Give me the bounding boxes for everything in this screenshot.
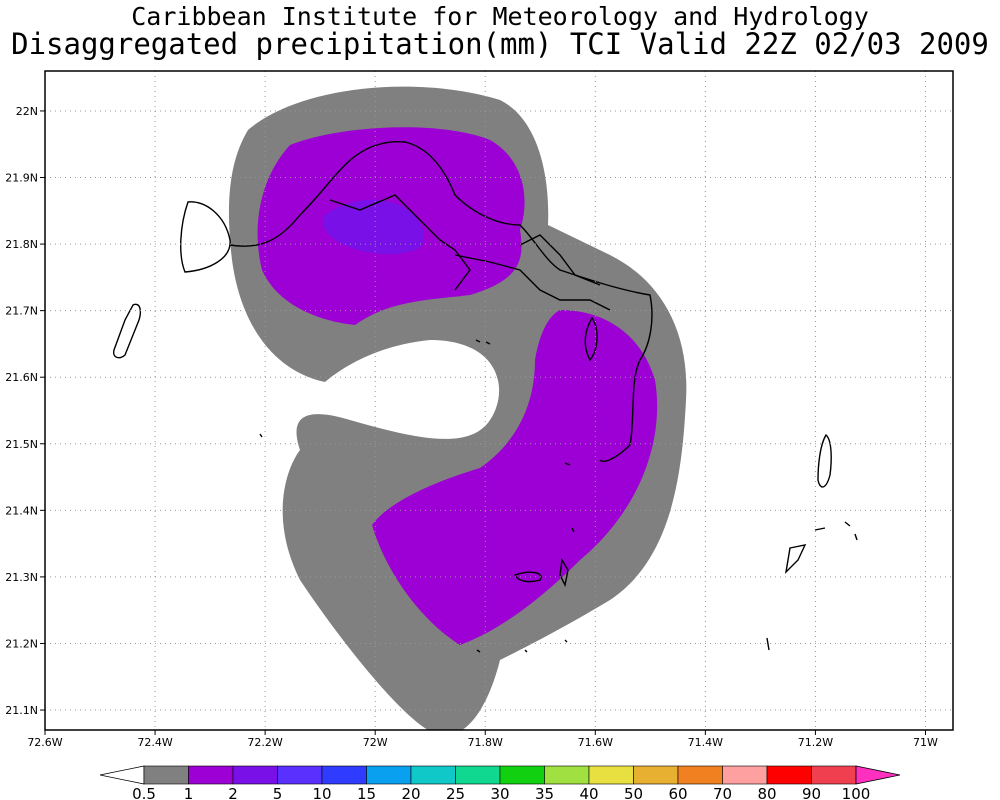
lon-tick-label: 72.6W (27, 736, 62, 749)
legend-swatch (410, 765, 456, 785)
lon-tick-label: 72W (363, 736, 388, 749)
legend-label: 25 (446, 785, 465, 800)
legend-swatch (232, 765, 278, 785)
legend-swatch (188, 765, 234, 785)
legend-label: 5 (273, 785, 283, 800)
lat-tick-label: 21.8N (5, 238, 38, 251)
legend-label: 70 (713, 785, 732, 800)
legend-swatch (633, 765, 679, 785)
lon-tick-label: 71.6W (578, 736, 613, 749)
coastlines (112, 141, 858, 653)
legend-label: 30 (490, 785, 509, 800)
lon-tick-label: 71.4W (688, 736, 723, 749)
legend-label: 2 (228, 785, 238, 800)
legend-label: 20 (401, 785, 420, 800)
precip-zone-2-5 (322, 199, 424, 255)
lat-tick-label: 21.3N (5, 571, 38, 584)
legend-swatch (677, 765, 723, 785)
lon-tick-label: 71.8W (468, 736, 503, 749)
legend-swatch (455, 765, 501, 785)
legend-label: 80 (757, 785, 776, 800)
precip-zone-1-2-south (372, 310, 658, 645)
legend-swatch (588, 765, 634, 785)
legend-swatch (499, 765, 545, 785)
plot-frame (44, 70, 954, 731)
lat-tick-label: 21.2N (5, 637, 38, 650)
legend-label: 10 (312, 785, 331, 800)
lat-tick-label: 21.1N (5, 704, 38, 717)
lon-tick-label: 72.2W (247, 736, 282, 749)
legend-arrow-low (99, 765, 145, 785)
lon-tick-label: 71W (913, 736, 938, 749)
lat-tick-label: 21.4N (5, 504, 38, 517)
lat-tick-label: 21.7N (5, 305, 38, 318)
legend-label: 50 (624, 785, 643, 800)
legend-label: 35 (535, 785, 554, 800)
legend-swatch (544, 765, 590, 785)
legend-label: 40 (579, 785, 598, 800)
legend-label: 0.5 (132, 785, 156, 800)
chart-title-line1: Caribbean Institute for Meteorology and … (131, 2, 869, 31)
legend-arrow-high (855, 765, 901, 785)
legend-swatch (143, 765, 189, 785)
legend-label: 1 (184, 785, 194, 800)
legend-label: 60 (668, 785, 687, 800)
lat-tick-label: 21.6N (5, 371, 38, 384)
legend-swatch (766, 765, 812, 785)
lat-tick-label: 21.5N (5, 438, 38, 451)
legend-label: 15 (357, 785, 376, 800)
legend-swatch (366, 765, 412, 785)
lon-tick-label: 71.2W (798, 736, 833, 749)
legend-swatch (277, 765, 323, 785)
legend-label: 100 (842, 785, 871, 800)
color-legend: 0.5 1 2 5 10 15 20 25 30 35 40 50 60 70 80 90 100 (99, 765, 901, 800)
lon-tick-label: 72.4W (137, 736, 172, 749)
legend-swatch (321, 765, 367, 785)
lon-tick-labels: 72.6W 72.4W 72.2W 72W 71.8W 71.6W 71.4W 71.2W 71… (27, 730, 938, 749)
lat-tick-labels: 22N 21.9N 21.8N 21.7N 21.6N 21.5N 21.4N 21.3N 21… (5, 105, 45, 717)
legend-swatch (811, 765, 857, 785)
legend-label: 90 (802, 785, 821, 800)
chart-title-line2: Disaggregated precipitation(mm) TCI Vali… (11, 27, 989, 61)
lat-tick-label: 21.9N (5, 172, 38, 185)
legend-swatch (722, 765, 768, 785)
lat-tick-label: 22N (16, 105, 38, 118)
